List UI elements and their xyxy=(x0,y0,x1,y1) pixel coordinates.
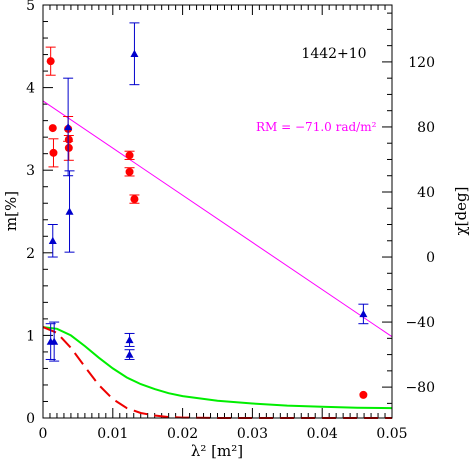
frac-pol-point xyxy=(125,151,134,160)
frac-pol-point xyxy=(48,124,57,133)
angle-point xyxy=(359,309,368,318)
frac-pol-point xyxy=(359,390,368,399)
y-left-tick-label: 3 xyxy=(26,163,35,179)
angle-point xyxy=(50,337,59,345)
y-left-tick-label: 1 xyxy=(26,328,35,344)
y-left-tick-label: 0 xyxy=(26,411,35,427)
y-right-tick-label: −80 xyxy=(405,380,435,396)
y-right-tick-label: 120 xyxy=(408,55,435,71)
x-tick-label: 0 xyxy=(39,426,48,442)
tick-labels: 0 0.01 0.02 0.03 0.04 0.05 0 1 2 3 4 5 −80 −40 0 40 80 12… xyxy=(26,0,435,442)
y-right-tick-label: 40 xyxy=(417,185,435,201)
x-tick-label: 0.01 xyxy=(97,426,128,442)
frac-pol-point xyxy=(125,167,134,176)
frac-pol-point xyxy=(130,195,139,204)
curves xyxy=(42,100,393,419)
y-left-tick-label: 5 xyxy=(26,0,35,14)
x-tick-label: 0.03 xyxy=(237,426,268,442)
angle-point xyxy=(125,350,134,358)
angle-point xyxy=(64,122,73,131)
plot-frame xyxy=(42,4,393,419)
frac-pol-point xyxy=(46,57,55,66)
x-axis-label: λ² [m²] xyxy=(191,442,243,460)
y-axis-label-left: m[%] xyxy=(2,191,20,231)
angle-point xyxy=(125,335,134,344)
y-right-tick-label: 80 xyxy=(417,120,435,136)
angle-point xyxy=(65,207,74,215)
model-curve-green xyxy=(42,326,393,410)
model-curve-red xyxy=(42,326,392,419)
data-marks xyxy=(45,22,369,399)
angle-point xyxy=(130,49,139,57)
rm-label: RM = −71.0 rad/m² xyxy=(256,120,377,134)
object-label: 1442+10 xyxy=(301,46,366,62)
angle-point xyxy=(48,236,57,244)
y-right-tick-label: −40 xyxy=(405,315,435,331)
x-tick-label: 0.02 xyxy=(167,426,198,442)
rm-fit-line xyxy=(42,100,393,338)
x-tick-label: 0.05 xyxy=(376,426,407,442)
y-right-tick-label: 0 xyxy=(426,250,435,266)
y-left-tick-label: 4 xyxy=(26,81,35,97)
x-tick-label: 0.04 xyxy=(307,426,338,442)
y-left-tick-label: 2 xyxy=(26,246,35,262)
frac-pol-point xyxy=(64,143,73,152)
tick-marks xyxy=(42,4,393,419)
frac-pol-point xyxy=(49,148,58,157)
y-axis-label-right: χ[deg] xyxy=(452,187,470,236)
